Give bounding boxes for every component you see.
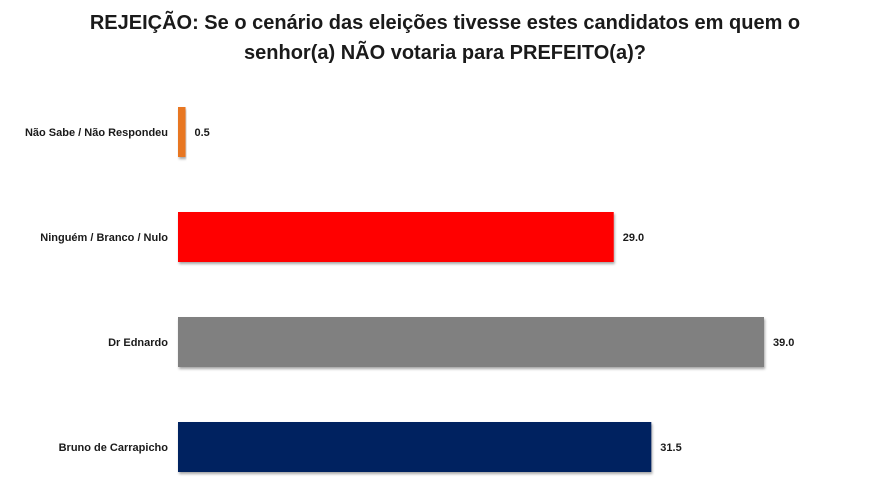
category-label-0: Não Sabe / Não Respondeu (25, 127, 168, 139)
chart-title-line-1: REJEIÇÃO: Se o cenário das eleições tive… (89, 12, 801, 34)
value-label-0: 0.5 (195, 127, 210, 139)
category-label-2: Dr Ednardo (108, 337, 168, 349)
value-label-3: 31.5 (660, 442, 681, 454)
category-labels-group: Não Sabe / Não Respondeu Ninguém / Branco… (25, 127, 168, 454)
category-label-1: Ninguém / Branco / Nulo (40, 232, 168, 244)
chart-title-line-2: senhor(a) NÃO votaria para PREFEITO(a)? (244, 42, 646, 64)
bars-group (178, 107, 764, 472)
chart-title: REJEIÇÃO: Se o cenário das eleições tive… (0, 8, 890, 68)
value-labels-group: 0.5 29.0 39.0 31.5 (195, 127, 795, 454)
bar-1 (178, 212, 614, 262)
bar-0 (178, 107, 186, 157)
bar-2 (178, 317, 764, 367)
category-label-3: Bruno de Carrapicho (59, 442, 169, 454)
bar-3 (178, 422, 652, 472)
value-label-1: 29.0 (623, 232, 644, 244)
value-label-2: 39.0 (773, 337, 794, 349)
